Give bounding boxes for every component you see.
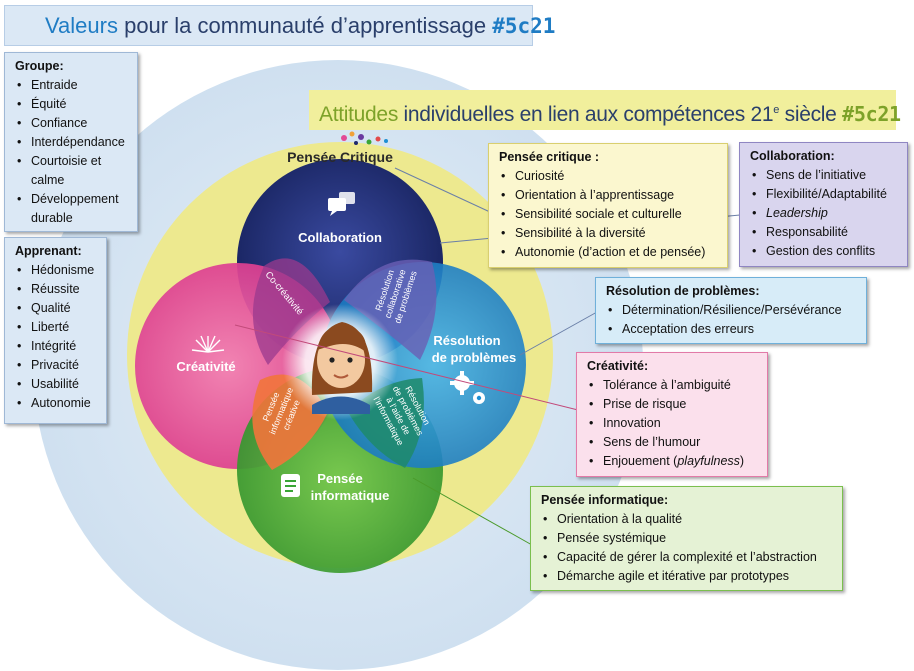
- attitudes-text: individuelles en lien aux compétences 21: [398, 103, 774, 126]
- list-item: Développement durable: [15, 190, 129, 228]
- creativite-list: Tolérance à l’ambiguité Prise de risque …: [587, 376, 759, 471]
- pensee-informatique-box: Pensée informatique: Orientation à la qu…: [530, 486, 843, 591]
- list-item: Qualité: [15, 299, 98, 318]
- resolution-collaborative-overlap: [344, 259, 437, 360]
- list-item: Autonomie (d’action et de pensée): [499, 243, 719, 262]
- apprenant-values-box: Apprenant: Hédonisme Réussite Qualité Li…: [4, 237, 107, 424]
- apprenant-list: Hédonisme Réussite Qualité Liberté Intég…: [15, 261, 98, 413]
- collaboration-title: Collaboration:: [750, 149, 835, 163]
- list-item: Détermination/Résilience/Persévérance: [606, 301, 858, 320]
- colored-dots-icon: [341, 131, 388, 145]
- list-item: Pensée systémique: [541, 529, 834, 548]
- list-item: Autonomie: [15, 394, 98, 413]
- pensee-info-title: Pensée informatique:: [541, 493, 669, 507]
- collaboration-list: Sens de l’initiative Flexibilité/Adaptab…: [750, 166, 899, 261]
- enjouement-suffix: ): [739, 454, 745, 468]
- list-item: Sensibilité sociale et culturelle: [499, 205, 719, 224]
- list-item: Réussite: [15, 280, 98, 299]
- values-title-banner: Valeurs pour la communauté d’apprentissa…: [4, 5, 555, 46]
- learner-avatar-icon: [311, 322, 373, 414]
- connector-resolution: [519, 311, 598, 356]
- connector-pensee-info: [412, 477, 533, 546]
- title-values-word: Valeurs: [45, 13, 118, 38]
- pensee-critique-box: Pensée critique : Curiosité Orientation …: [488, 143, 728, 268]
- list-item: Gestion des conflits: [750, 242, 899, 261]
- list-item: Capacité de gérer la complexité et l’abs…: [541, 548, 834, 567]
- attitudes-word: Attitudes: [319, 103, 399, 126]
- list-item: Sens de l’humour: [587, 433, 759, 452]
- collaboration-label: Collaboration: [298, 230, 382, 245]
- connector-pensee-critique: [394, 167, 491, 213]
- list-item: Acceptation des erreurs: [606, 320, 858, 339]
- firework-icon: [191, 335, 225, 353]
- list-item: Entraide: [15, 76, 129, 95]
- list-item: Usabilité: [15, 375, 98, 394]
- outer-critical-thinking-label: Pensée Critique: [287, 149, 393, 165]
- list-item: Hédonisme: [15, 261, 98, 280]
- list-item: Tolérance à l’ambiguité: [587, 376, 759, 395]
- pensee-critique-list: Curiosité Orientation à l’apprentissage …: [499, 167, 719, 262]
- pensee-info-label-line1: Pensée: [317, 471, 363, 486]
- list-item: Sens de l’initiative: [750, 166, 899, 185]
- resolution-label-line2: de problèmes: [432, 350, 517, 365]
- list-item: Sensibilité à la diversité: [499, 224, 719, 243]
- list-item: Intégrité: [15, 337, 98, 356]
- list-item: Enjouement (playfulness): [587, 452, 759, 471]
- attitudes-text-2: siècle: [779, 103, 843, 126]
- connector-creativite: [234, 324, 579, 411]
- collaboration-box: Collaboration: Sens de l’initiative Flex…: [739, 142, 908, 267]
- list-item: Prise de risque: [587, 395, 759, 414]
- resolution-list: Détermination/Résilience/Persévérance Ac…: [606, 301, 858, 339]
- list-item: Flexibilité/Adaptabilité: [750, 185, 899, 204]
- list-item: Leadership: [750, 204, 899, 223]
- resolution-title: Résolution de problèmes:: [606, 284, 760, 298]
- list-item: Interdépendance: [15, 133, 129, 152]
- list-item: Orientation à l’apprentissage: [499, 186, 719, 205]
- pensee-critique-title: Pensée critique :: [499, 150, 600, 164]
- enjouement-prefix: Enjouement (: [603, 454, 678, 468]
- title-hashtag: #5c21: [492, 14, 556, 38]
- co-creativite-overlap: [252, 258, 330, 365]
- creativite-box: Créativité: Tolérance à l’ambiguité Pris…: [576, 352, 768, 477]
- pensee-info-label-line2: informatique: [311, 488, 390, 503]
- resolution-box: Résolution de problèmes: Détermination/R…: [595, 277, 867, 344]
- groupe-values-box: Groupe: Entraide Équité Confiance Interd…: [4, 52, 138, 232]
- groupe-title: Groupe:: [15, 59, 64, 73]
- list-item: Liberté: [15, 318, 98, 337]
- list-item: Orientation à la qualité: [541, 510, 834, 529]
- list-item: Courtoisie et calme: [15, 152, 129, 190]
- list-item: Confiance: [15, 114, 129, 133]
- groupe-list: Entraide Équité Confiance Interdépendanc…: [15, 76, 129, 228]
- list-item: Responsabilité: [750, 223, 899, 242]
- apprenant-title: Apprenant:: [15, 244, 82, 258]
- title-community-text: pour la communauté d’apprentissage: [117, 13, 493, 38]
- chat-bubbles-icon: [328, 192, 355, 216]
- pensee-info-list: Orientation à la qualité Pensée systémiq…: [541, 510, 834, 586]
- enjouement-italic: playfulness: [677, 454, 740, 468]
- creativite-label: Créativité: [176, 359, 235, 374]
- list-item: Démarche agile et itérative par prototyp…: [541, 567, 834, 586]
- creativite-title: Créativité:: [587, 359, 649, 373]
- resolution-label-line1: Résolution: [433, 333, 500, 348]
- list-item: Privacité: [15, 356, 98, 375]
- document-list-icon: [281, 474, 300, 497]
- attitudes-banner: Attitudes individuelles en lien aux comp…: [309, 90, 901, 130]
- list-item: Équité: [15, 95, 129, 114]
- list-item: Curiosité: [499, 167, 719, 186]
- list-item: Innovation: [587, 414, 759, 433]
- attitudes-sup: e: [773, 104, 780, 116]
- gears-icon: [450, 371, 485, 404]
- attitudes-hashtag: #5c21: [842, 102, 901, 126]
